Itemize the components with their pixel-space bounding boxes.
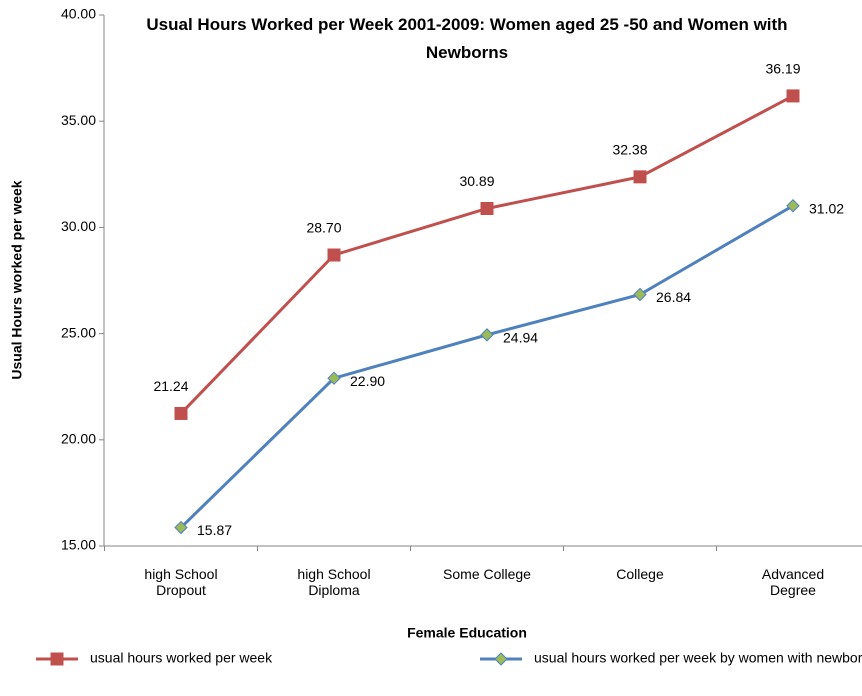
x-tick-label: Some College <box>443 566 531 582</box>
y-tick-label: 15.00 <box>61 537 96 553</box>
data-label: 36.19 <box>765 61 800 77</box>
data-point <box>327 248 341 262</box>
x-tick-label: College <box>616 566 664 582</box>
x-tick-label: high School Diploma <box>297 566 371 598</box>
data-label: 22.90 <box>350 373 385 389</box>
data-point <box>174 406 188 420</box>
x-axis-title: Female Education <box>407 625 527 641</box>
data-point <box>633 170 647 184</box>
data-point <box>786 89 800 103</box>
data-label: 30.89 <box>459 173 494 189</box>
legend-marker <box>50 652 64 666</box>
y-tick-label: 35.00 <box>61 112 96 128</box>
y-tick-label: 30.00 <box>61 218 96 234</box>
data-label: 28.70 <box>306 220 341 236</box>
series-line <box>179 94 794 415</box>
y-axis-title: Usual Hours worked per week <box>9 180 25 379</box>
data-label: 21.24 <box>153 378 188 394</box>
data-label: 26.84 <box>656 289 691 305</box>
data-point <box>480 328 494 342</box>
x-tick-label: high School Dropout <box>144 566 218 598</box>
data-point <box>174 520 188 535</box>
data-point <box>480 201 494 215</box>
data-label: 24.94 <box>503 330 538 346</box>
data-point <box>327 371 341 385</box>
data-point <box>633 287 647 302</box>
legend-label: usual hours worked per week by women wit… <box>534 650 862 666</box>
x-tick-label: Advanced Degree <box>761 566 825 598</box>
data-label: 31.02 <box>809 200 844 216</box>
chart-title: Usual Hours Worked per Week 2001-2009: W… <box>146 15 788 62</box>
data-label: 32.38 <box>612 142 647 158</box>
y-tick-label: 40.00 <box>61 6 96 22</box>
series-line <box>179 204 794 529</box>
y-tick-label: 20.00 <box>61 431 96 447</box>
legend-label: usual hours worked per week <box>90 650 273 666</box>
data-label: 15.87 <box>197 522 232 538</box>
data-point <box>786 199 800 213</box>
legend-marker <box>494 652 508 666</box>
y-tick-label: 25.00 <box>61 324 96 340</box>
